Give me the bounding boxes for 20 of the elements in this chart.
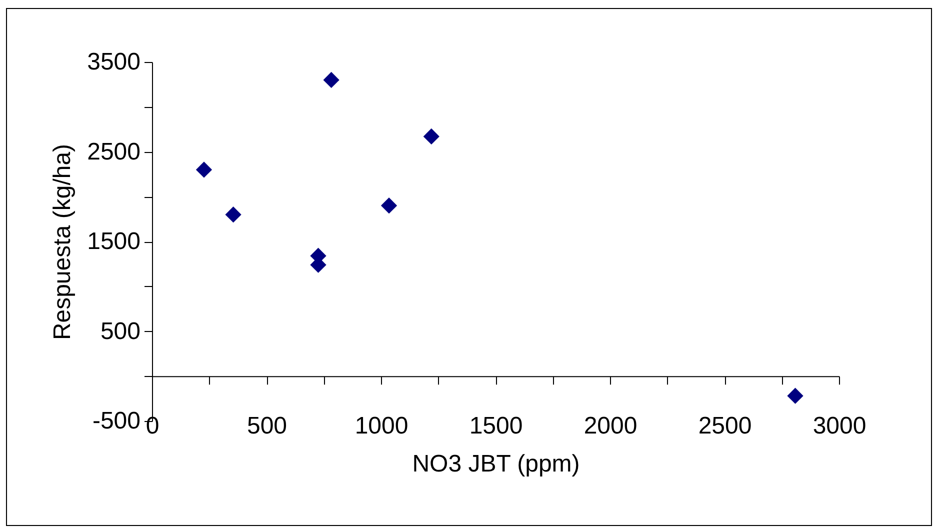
point [196,162,212,178]
x-tick-label: 3000 [812,412,866,440]
x-tick-label: 1000 [354,412,408,440]
point [787,388,804,404]
x-tick-label: 2500 [698,412,752,440]
y-tick-label: -500 [92,408,140,434]
point [225,206,242,223]
y-tick-label: 500 [100,318,140,345]
point [380,198,398,214]
x-tick-label: 1500 [469,412,523,440]
point [423,128,440,145]
y-axis-title: Respuesta (kg/ha) [49,144,76,340]
y-tick-label: 3500 [87,48,140,76]
y-tick-label: 1500 [87,228,140,255]
x-axis-title: NO3 JBT (ppm) [412,450,580,478]
x-tick-label: 2000 [584,412,638,440]
x-tick-label: 500 [246,412,288,440]
point [323,72,340,88]
y-tick-label: 2500 [87,138,140,166]
x-tick-label: 0 [146,412,160,440]
